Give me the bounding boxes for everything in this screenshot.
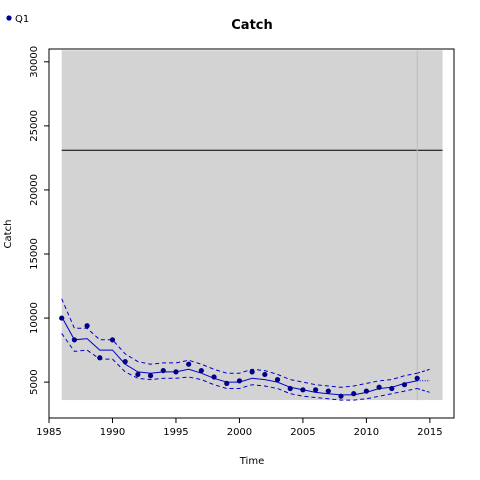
data-point (160, 367, 166, 374)
chart-title: Catch (231, 18, 273, 33)
y-tick-label: 10000 (29, 302, 40, 334)
plot-shaded-region (61, 50, 443, 401)
data-point (173, 369, 179, 375)
y-tick-label: 20000 (29, 174, 40, 206)
legend-label: Q1 (15, 14, 29, 25)
data-point (249, 369, 255, 375)
x-tick-label: 2015 (417, 427, 442, 438)
data-point (287, 385, 293, 392)
upper-projection-line (417, 368, 431, 374)
lower-projection-line (417, 388, 431, 393)
x-tick-label: 2000 (227, 427, 252, 438)
data-point (147, 373, 154, 379)
data-point (109, 337, 116, 343)
lower-line (61, 333, 418, 401)
data-point (186, 361, 192, 367)
data-point (325, 388, 331, 394)
data-point (236, 378, 243, 384)
plot-frame (48, 48, 455, 419)
data-point (389, 385, 395, 392)
data-point (300, 387, 306, 393)
data-point (376, 384, 382, 390)
y-tick-label: 5000 (29, 369, 40, 394)
data-point (198, 367, 204, 374)
data-point (97, 355, 103, 361)
data-point (135, 371, 141, 378)
points-layer (59, 315, 420, 399)
data-point (122, 359, 128, 365)
upper-line (61, 298, 418, 388)
legend: Q1 (6, 14, 29, 25)
y-axis-title: Catch (3, 220, 14, 249)
x-tick-label: 1985 (36, 427, 61, 438)
data-point (84, 323, 90, 329)
data-point (401, 382, 408, 388)
x-axis: 1985 1990 1995 2000 2005 2010 2015 (36, 418, 443, 438)
data-point (71, 337, 77, 343)
x-axis-title: Time (239, 456, 264, 467)
data-point (414, 375, 420, 381)
y-axis: 5000 10000 15000 20000 25000 30000 (29, 46, 49, 395)
data-point (211, 374, 217, 380)
data-point (313, 387, 319, 393)
x-tick-label: 2010 (354, 427, 379, 438)
y-tick-label: 30000 (29, 46, 40, 78)
data-point (262, 371, 268, 378)
x-tick-label: 1995 (163, 427, 188, 438)
legend-marker (6, 15, 12, 21)
data-point (59, 315, 65, 321)
y-tick-label: 15000 (29, 238, 40, 270)
data-point (338, 393, 344, 399)
data-point (224, 380, 230, 387)
x-tick-label: 1990 (100, 427, 125, 438)
x-tick-label: 2005 (290, 427, 315, 438)
y-tick-label: 25000 (29, 110, 40, 142)
data-point (363, 388, 369, 394)
data-point (351, 391, 357, 397)
data-point (274, 376, 281, 383)
